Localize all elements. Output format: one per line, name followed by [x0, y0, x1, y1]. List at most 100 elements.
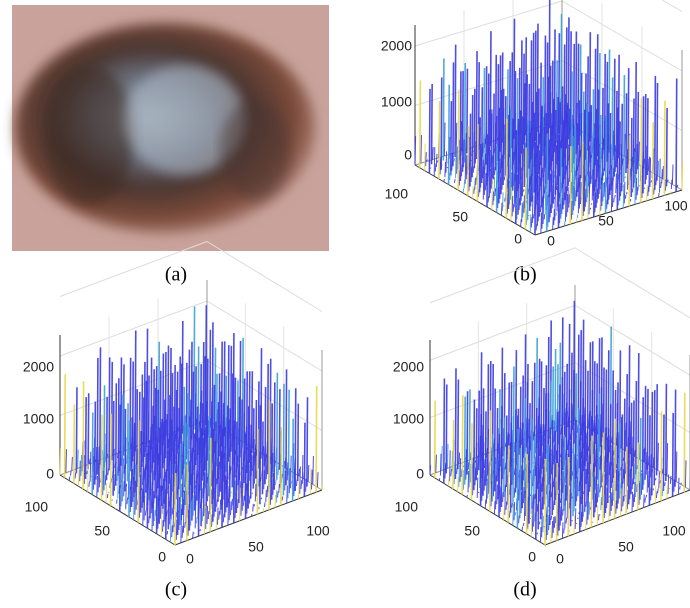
spike: [223, 426, 226, 518]
spike: [520, 40, 523, 154]
spike: [622, 184, 625, 209]
spike: [636, 186, 639, 196]
spike: [452, 185, 455, 188]
spike: [599, 202, 601, 216]
wall-grid: [206, 360, 323, 431]
y-tick-label: 100: [662, 523, 686, 539]
spike: [539, 526, 542, 543]
spike: [627, 157, 629, 190]
spike: [274, 494, 277, 508]
spike: [568, 108, 571, 182]
spike: [606, 487, 608, 509]
spike: [622, 468, 625, 484]
spike: [138, 490, 141, 518]
spike: [510, 187, 513, 222]
spike: [555, 212, 557, 216]
spike: [139, 430, 143, 513]
spike: [176, 371, 179, 454]
spike: [620, 416, 623, 449]
spike: [440, 77, 443, 170]
spike: [170, 419, 173, 520]
spike: [71, 456, 73, 471]
spike: [610, 492, 613, 511]
spike: [255, 399, 258, 479]
spike: [664, 179, 667, 191]
spike: [567, 187, 569, 213]
spike: [228, 408, 232, 498]
spike: [449, 450, 451, 482]
spike: [544, 458, 547, 546]
spike: [504, 96, 507, 176]
spike: [141, 489, 144, 508]
spike: [215, 516, 218, 530]
spike: [624, 194, 627, 199]
spike: [507, 114, 510, 210]
spike: [582, 505, 585, 517]
spike: [621, 482, 623, 512]
spike: [74, 472, 77, 479]
spike: [439, 453, 442, 476]
spike: [566, 193, 568, 217]
spike: [643, 187, 646, 190]
spike: [550, 124, 553, 214]
spike: [553, 431, 556, 506]
spike: [522, 189, 525, 192]
spike: [180, 508, 182, 543]
spike: [457, 89, 460, 191]
spike: [578, 175, 581, 209]
spike: [537, 88, 540, 175]
spike: [161, 520, 164, 532]
spike: [542, 515, 544, 533]
spike: [532, 166, 535, 198]
spike: [577, 408, 580, 497]
y-tick-label: 100: [664, 198, 688, 214]
spike: [106, 493, 109, 499]
spike: [653, 390, 656, 486]
spike: [603, 181, 606, 197]
spike: [252, 503, 254, 512]
spike: [577, 177, 579, 193]
spike: [577, 517, 579, 520]
wall-grid: [574, 304, 690, 376]
spike: [211, 514, 213, 527]
spike: [613, 58, 616, 177]
spike: [536, 145, 539, 226]
spike: [492, 469, 495, 497]
spike: [632, 494, 635, 508]
spike: [489, 168, 492, 194]
spike: [596, 484, 599, 503]
spike: [114, 383, 118, 486]
spike: [521, 202, 523, 223]
z-tick-label: 1000: [381, 94, 412, 110]
spike: [79, 460, 81, 482]
spike: [295, 479, 298, 487]
spike: [107, 468, 109, 476]
spike: [527, 496, 529, 529]
spike: [82, 381, 85, 490]
spike: [132, 476, 134, 503]
spike: [659, 158, 661, 193]
spike: [583, 109, 586, 212]
spike: [630, 402, 633, 495]
spike: [596, 34, 599, 157]
spike: [65, 449, 67, 473]
spike: [111, 499, 113, 501]
spike: [452, 62, 455, 167]
spike: [563, 435, 566, 511]
spike: [548, 0, 551, 129]
spike: [273, 382, 276, 490]
y-tick-label: 50: [248, 539, 264, 555]
spike: [610, 463, 613, 489]
spike: [270, 403, 274, 500]
spike: [578, 100, 581, 188]
spike: [508, 180, 511, 205]
spike: [523, 83, 526, 188]
spike: [628, 135, 631, 207]
spike: [553, 29, 556, 153]
spike: [128, 420, 131, 518]
spike: [490, 458, 493, 484]
spike: [579, 182, 582, 205]
spike: [434, 163, 437, 172]
spike: [265, 489, 267, 503]
spike: [598, 52, 601, 148]
